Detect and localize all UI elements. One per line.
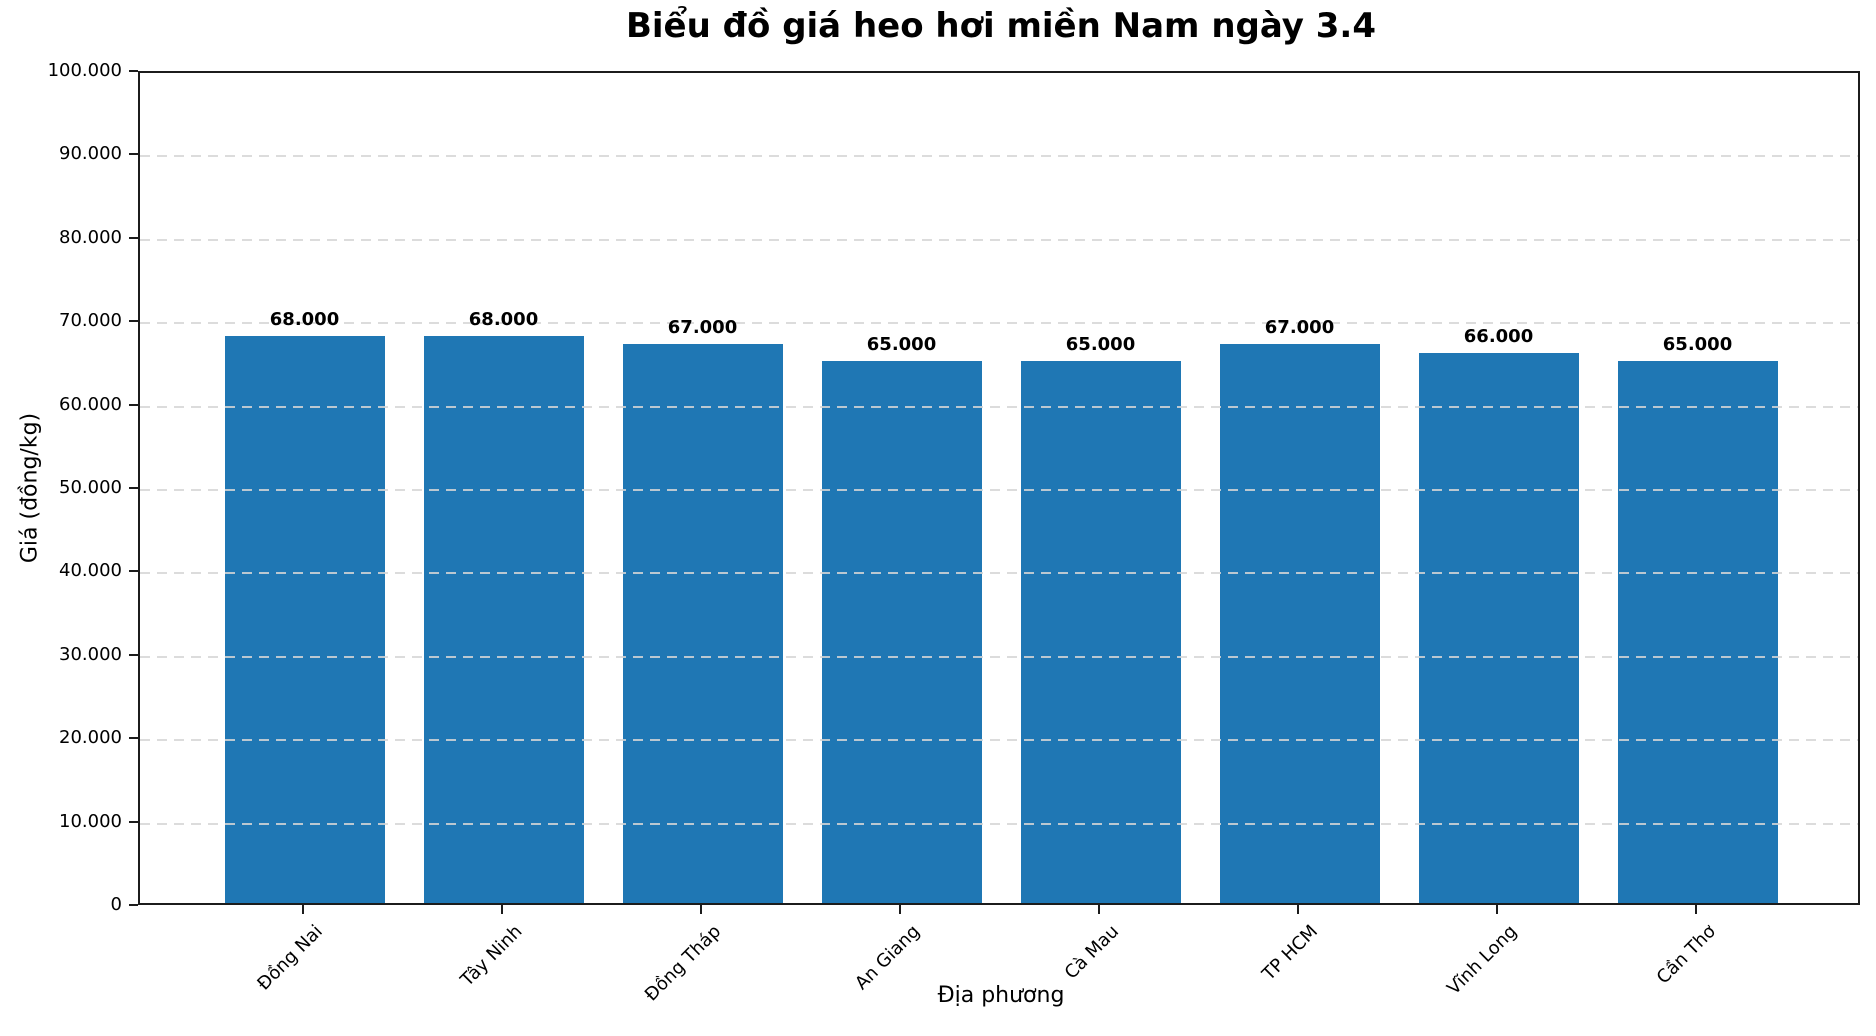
- y-tick-mark: [129, 237, 138, 239]
- x-tick-label: Cần Thơ: [1653, 921, 1721, 989]
- bar-value-label: 68.000: [269, 309, 340, 330]
- x-tick-mark: [500, 905, 503, 914]
- y-tick-label: 0: [110, 894, 122, 915]
- gridline: [140, 322, 1858, 324]
- bar-value-label: 68.000: [468, 309, 539, 330]
- bar-value-label: 65.000: [866, 334, 937, 355]
- y-tick-label: 50.000: [59, 477, 122, 498]
- plot-area: 68.000 68.000 67.000 65.000 65.000 67.000 66.0…: [138, 71, 1860, 905]
- y-tick-label: 100.000: [47, 60, 122, 81]
- bar-value-label: 67.000: [1264, 317, 1335, 338]
- x-axis-title: Địa phương: [937, 983, 1065, 1008]
- x-tick-mark: [699, 905, 702, 914]
- gridline: [140, 739, 1858, 741]
- y-tick-mark: [129, 737, 138, 739]
- y-tick-label: 60.000: [59, 394, 122, 415]
- y-tick-mark: [129, 654, 138, 656]
- gridline: [140, 572, 1858, 574]
- gridline: [140, 239, 1858, 241]
- bar-value-label: 65.000: [1662, 334, 1733, 355]
- y-tick-mark: [129, 320, 138, 322]
- y-tick-label: 30.000: [59, 644, 122, 665]
- x-tick-mark: [1097, 905, 1100, 914]
- y-tick-label: 80.000: [59, 227, 122, 248]
- bar: [1418, 353, 1579, 903]
- gridline: [140, 489, 1858, 491]
- chart-title: Biểu đồ giá heo hơi miền Nam ngày 3.4: [625, 6, 1376, 46]
- y-tick-mark: [129, 570, 138, 572]
- x-tick-mark: [1296, 905, 1299, 914]
- bar: [1219, 344, 1380, 903]
- y-tick-mark: [129, 153, 138, 155]
- bar: [821, 361, 982, 903]
- y-tick-mark: [129, 821, 138, 823]
- gridline: [140, 823, 1858, 825]
- bar: [423, 336, 584, 903]
- y-tick-label: 20.000: [59, 727, 122, 748]
- bar: [622, 344, 783, 903]
- y-tick-label: 90.000: [59, 143, 122, 164]
- gridline: [140, 406, 1858, 408]
- bar-value-label: 66.000: [1463, 326, 1534, 347]
- x-tick-mark: [1694, 905, 1697, 914]
- gridline: [140, 656, 1858, 658]
- bar: [224, 336, 385, 903]
- y-tick-mark: [129, 404, 138, 406]
- bar-value-label: 67.000: [667, 317, 738, 338]
- x-tick-label: Tây Ninh: [456, 921, 527, 991]
- x-tick-mark: [898, 905, 901, 914]
- x-tick-mark: [301, 905, 304, 914]
- x-tick-label: Cà Mau: [1060, 921, 1124, 984]
- y-tick-label: 10.000: [59, 811, 122, 832]
- bar: [1617, 361, 1778, 903]
- x-tick-mark: [1495, 905, 1498, 914]
- gridline: [140, 155, 1858, 157]
- y-tick-label: 40.000: [59, 560, 122, 581]
- x-tick-label: TP HCM: [1258, 921, 1323, 985]
- y-tick-mark: [129, 904, 138, 906]
- y-tick-mark: [129, 70, 138, 72]
- bar-value-label: 65.000: [1065, 334, 1136, 355]
- bar: [1020, 361, 1181, 903]
- y-tick-label: 70.000: [59, 310, 122, 331]
- y-tick-mark: [129, 487, 138, 489]
